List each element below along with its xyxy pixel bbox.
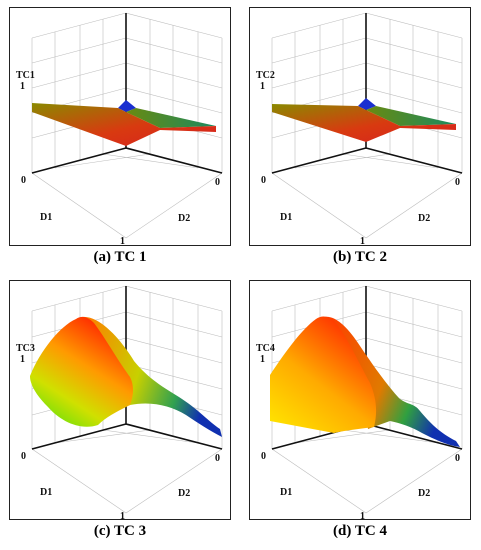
chart-panel-tc4: TC4 1 0 0 1 D1 D2 [249, 280, 471, 520]
surface-left-face [270, 316, 377, 433]
d2-axis [365, 147, 463, 174]
surface-plot-tc4: TC4 1 0 0 1 D1 D2 [256, 285, 463, 520]
surface-tc2 [272, 98, 456, 142]
tick-right: 0 [215, 177, 220, 188]
surface-plot-tc3: TC3 1 0 0 1 D1 D2 [16, 285, 223, 520]
surface-front-red [272, 104, 456, 142]
tick-left: 0 [21, 175, 26, 186]
surface-tc3 [30, 316, 222, 437]
tick-bottom: 1 [120, 236, 125, 246]
surface-left-face [30, 316, 133, 427]
d1-axis-label: D1 [280, 212, 292, 223]
caption-tc1: (a) TC 1 [93, 249, 147, 265]
d1-axis [31, 423, 127, 450]
surface-plot-tc2: TC2 1 0 0 1 D1 D2 [256, 12, 463, 246]
chart-panel-tc1: TC1 1 0 0 1 D1 D2 [9, 7, 231, 246]
d2-axis-label: D2 [418, 213, 430, 224]
surface-tc4 [270, 316, 460, 447]
surface-peak-blue [118, 100, 136, 112]
chart-panel-tc3: TC3 1 0 0 1 D1 D2 [9, 280, 231, 520]
d2-axis-label: D2 [178, 488, 190, 499]
surface-peak-blue [358, 98, 376, 110]
d2-axis-label: D2 [178, 213, 190, 224]
z-tick-top: 1 [20, 81, 25, 92]
chart-panel-tc2: TC2 1 0 0 1 D1 D2 [249, 7, 471, 246]
surface-right-slope [324, 316, 460, 447]
d1-axis [271, 147, 367, 174]
z-axis-label: TC2 [256, 70, 275, 81]
surface-plot-tc1: TC1 1 0 0 1 D1 D2 [16, 12, 223, 246]
tick-right: 0 [215, 453, 220, 464]
d1-axis-label: D1 [280, 487, 292, 498]
tick-left: 0 [21, 451, 26, 462]
z-tick-top: 1 [20, 354, 25, 365]
d1-axis-label: D1 [40, 212, 52, 223]
z-axis-label: TC3 [16, 343, 35, 354]
d2-axis [125, 147, 223, 174]
tick-bottom: 1 [360, 236, 365, 246]
surface-back-green [366, 106, 456, 126]
z-axis-label: TC1 [16, 70, 35, 81]
z-tick-top: 1 [260, 81, 265, 92]
tick-left: 0 [261, 451, 266, 462]
d1-axis [31, 147, 127, 174]
surface-tc1 [32, 100, 216, 146]
z-tick-top: 1 [260, 354, 265, 365]
back-walls-grid [31, 285, 223, 514]
caption-tc3: (c) TC 3 [93, 523, 147, 539]
d2-axis [125, 423, 223, 450]
surface-back-green [126, 108, 216, 128]
tick-bottom: 1 [360, 511, 365, 520]
z-axis-label: TC4 [256, 343, 275, 354]
tick-left: 0 [261, 175, 266, 186]
caption-tc2: (b) TC 2 [333, 249, 387, 265]
surface-front-red [32, 103, 216, 146]
d1-axis-label: D1 [40, 487, 52, 498]
tick-right: 0 [455, 453, 460, 464]
tick-bottom: 1 [120, 511, 125, 520]
caption-tc4: (d) TC 4 [333, 523, 387, 539]
d2-axis [365, 423, 463, 450]
d2-axis-label: D2 [418, 488, 430, 499]
tick-right: 0 [455, 177, 460, 188]
